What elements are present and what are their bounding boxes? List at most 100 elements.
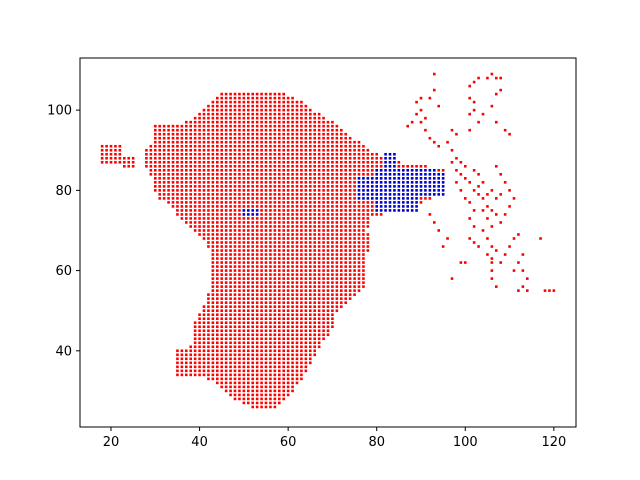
red-point [304,124,308,128]
red-point [282,341,286,345]
blue-point [357,197,361,200]
red-point [344,205,348,208]
red-point [512,269,516,272]
red-point [238,297,241,300]
red-point [410,120,414,124]
red-point [242,217,246,220]
y-tick-label: 60 [55,264,72,279]
red-point [269,389,272,393]
red-point [269,257,272,260]
red-point [100,160,104,164]
red-point [348,277,352,280]
blue-point [379,177,383,180]
red-point [105,156,108,160]
red-point [326,189,330,192]
red-point [326,261,330,264]
red-point [255,120,259,124]
red-point [273,273,277,276]
red-point [180,177,184,180]
red-point [326,233,330,236]
blue-point [393,201,396,204]
red-point [189,148,193,152]
red-point [295,361,299,365]
red-point [260,253,263,256]
red-point [326,160,330,164]
red-point [273,197,277,200]
red-point [176,361,179,365]
x-tick-label: 80 [368,435,385,450]
red-point [326,132,330,136]
red-point [251,313,255,316]
red-point [211,377,215,381]
red-point [317,317,321,321]
red-point [331,277,334,280]
red-point [269,164,272,168]
red-point [233,261,237,264]
red-point [317,337,321,341]
red-point [260,325,263,329]
red-point [211,261,215,264]
red-point [207,297,210,300]
red-point [357,265,361,268]
red-point [357,245,361,248]
red-point [291,317,294,321]
red-point [362,237,365,240]
red-point [282,181,286,184]
red-point [326,144,330,148]
red-point [260,373,263,377]
red-point [131,164,135,168]
red-point [229,293,232,296]
red-point [184,136,188,140]
red-point [300,120,303,124]
red-point [242,229,246,232]
red-point [322,313,325,316]
red-point [220,305,224,308]
red-point [282,237,286,240]
red-point [424,197,427,200]
red-point [335,241,339,244]
red-point [207,313,210,316]
red-point [317,209,321,212]
red-point [291,136,294,140]
red-point [362,277,365,280]
red-point [295,377,299,381]
red-point [229,189,232,192]
red-point [229,297,232,300]
red-point [264,281,268,284]
red-point [171,144,175,148]
red-point [415,100,418,104]
red-point [184,181,188,184]
red-point [295,277,299,280]
red-point [246,92,250,96]
red-point [202,217,206,220]
red-point [264,108,268,112]
red-point [326,177,330,180]
red-point [463,197,467,200]
red-point [521,285,525,288]
red-point [198,152,201,156]
blue-point [370,181,374,184]
red-point [286,229,290,232]
red-point [193,325,197,329]
x-tick-label: 60 [280,435,297,450]
red-point [220,160,224,164]
red-point [331,169,334,172]
red-point [260,317,263,321]
red-point [242,397,246,401]
red-point [264,321,268,325]
red-point [366,241,370,244]
red-point [202,164,206,168]
red-point [486,193,489,196]
red-point [162,197,166,200]
red-point [282,112,286,116]
red-point [224,277,228,280]
red-point [308,185,312,188]
red-point [300,337,303,341]
red-point [331,156,334,160]
red-point [291,285,294,288]
red-point [233,305,237,308]
red-point [335,181,339,184]
red-point [162,132,166,136]
red-point [255,169,259,172]
red-point [273,361,277,365]
